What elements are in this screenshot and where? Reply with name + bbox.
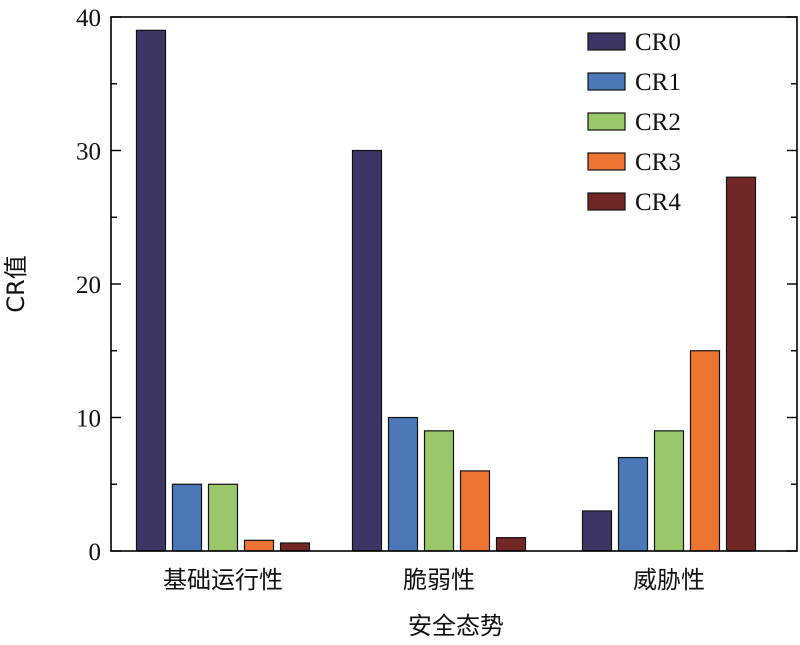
y-axis-title: CR值 [2, 255, 30, 312]
bar-cr1-3 [617, 456, 649, 552]
bar-cr4-3 [725, 176, 757, 552]
bar-cr3-3 [689, 350, 721, 552]
y-tick-label: 0 [89, 539, 102, 566]
bar-cr0-1 [135, 29, 167, 552]
bar-cr4-2 [495, 537, 527, 552]
bar-cr3-1 [243, 539, 275, 552]
x-category-label: 脆弱性 [403, 566, 475, 594]
bar-cr2-1 [207, 483, 239, 552]
labels-layer: 0 10 20 30 40 基础运行性 脆弱性 威胁性 [76, 5, 705, 594]
legend-swatch-cr1 [587, 72, 626, 91]
bar-cr3-2 [459, 470, 491, 552]
legend-swatch-cr0 [587, 32, 626, 51]
bar-cr4-1 [279, 542, 311, 552]
ticks-layer [111, 16, 797, 552]
bar-cr0-3 [581, 510, 613, 552]
legend: CR0 CR1 CR2 CR3 CR4 [587, 29, 681, 216]
legend-label-cr4: CR4 [635, 189, 681, 216]
legend-label-cr3: CR3 [635, 149, 681, 176]
bar-cr1-1 [171, 483, 203, 552]
x-category-label: 威胁性 [633, 566, 705, 594]
legend-swatch-cr2 [587, 112, 626, 131]
legend-label-cr0: CR0 [635, 29, 681, 56]
bar-cr0-2 [351, 149, 383, 552]
bars-layer [135, 29, 757, 552]
y-tick-label: 40 [76, 5, 101, 32]
legend-label-cr2: CR2 [635, 109, 681, 136]
y-tick-label: 30 [76, 139, 101, 166]
x-axis-title: 安全态势 [408, 612, 504, 640]
legend-swatch-cr3 [587, 152, 626, 171]
y-tick-label: 20 [76, 272, 101, 299]
y-tick-label: 10 [76, 406, 101, 433]
bar-cr1-2 [387, 416, 419, 552]
legend-label-cr1: CR1 [635, 69, 681, 96]
bar-cr2-3 [653, 430, 685, 552]
bar-cr2-2 [423, 430, 455, 552]
legend-swatch-cr4 [587, 192, 626, 211]
x-category-label: 基础运行性 [163, 566, 283, 594]
